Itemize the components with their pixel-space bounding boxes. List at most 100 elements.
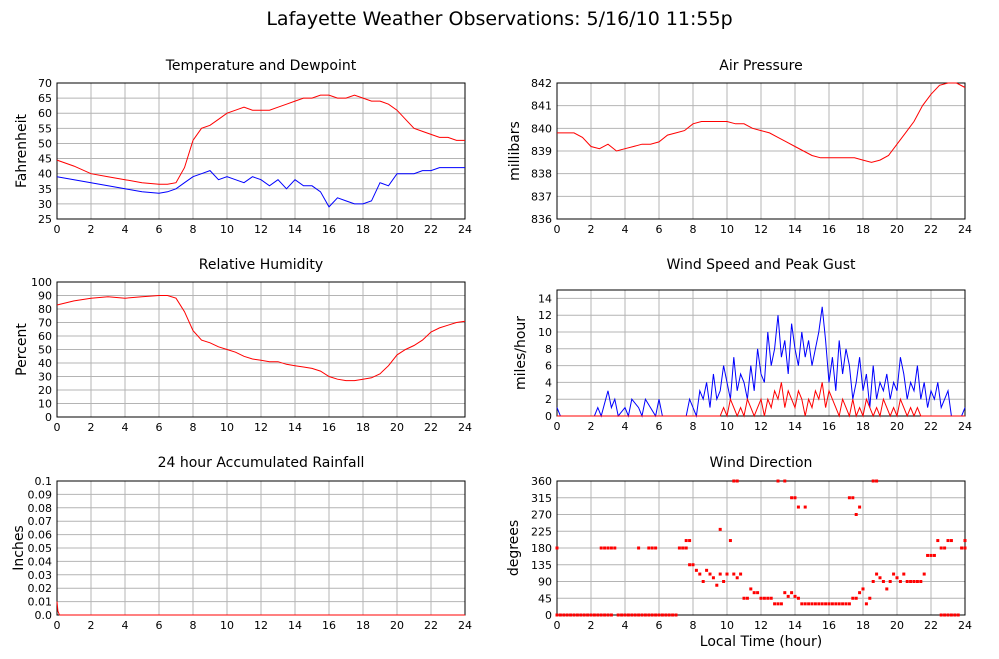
y-tick-label: 90 [38,290,52,303]
y-tick-label: 0.04 [28,555,53,568]
y-axis-label: Percent [14,323,30,376]
direction-point [647,613,651,617]
x-tick-label: 6 [156,223,163,236]
y-tick-label: 4 [545,376,552,389]
direction-point [589,613,593,617]
direction-point [878,576,882,580]
direction-point [864,602,868,606]
direction-point [684,546,688,550]
y-tick-label: 360 [531,475,552,488]
x-tick-label: 8 [690,420,697,433]
x-tick-label: 10 [220,223,234,236]
x-tick-label: 12 [254,619,268,632]
x-tick-label: 16 [822,420,836,433]
y-axis-label: miles/hour [513,316,529,390]
direction-point [603,546,607,550]
x-tick-label: 22 [924,619,938,632]
direction-point [943,546,947,550]
direction-point [909,580,913,583]
direction-point [705,568,709,572]
direction-point [871,479,875,483]
x-tick-label: 24 [958,420,972,433]
y-tick-label: 841 [531,100,552,113]
y-axis-label: Inches [11,525,27,570]
y-tick-label: 65 [38,92,52,105]
panel-title: Wind Speed and Peak Gust [667,257,856,273]
direction-point [803,505,807,509]
direction-point [732,479,736,483]
direction-point [688,539,692,543]
direction-point [847,496,851,500]
direction-point [752,591,756,595]
x-tick-label: 12 [754,223,768,236]
x-tick-label: 24 [458,223,472,236]
direction-point [616,613,620,617]
direction-point [776,479,780,483]
x-tick-label: 16 [822,619,836,632]
direction-point [800,602,804,606]
y-tick-label: 0.08 [28,502,53,515]
direction-point [895,576,899,580]
y-tick-label: 0.01 [28,596,53,609]
direction-point [640,613,644,617]
series-line-1 [557,382,965,418]
direction-point [565,613,569,617]
direction-point [677,546,681,550]
y-tick-label: 839 [531,145,552,158]
y-tick-label: 35 [38,183,52,196]
direction-point [946,539,950,543]
y-tick-label: 8 [545,343,552,356]
direction-point [902,572,906,576]
direction-point [613,546,617,550]
direction-point [664,613,668,617]
direction-point [684,539,688,543]
x-tick-label: 24 [458,421,472,434]
direction-point [871,580,875,583]
direction-point [953,613,957,617]
chart-main-title: Lafayette Weather Observations: 5/16/10 … [266,8,733,30]
y-tick-label: 180 [531,542,552,555]
direction-point [783,591,787,595]
y-tick-label: 0.1 [35,475,53,488]
series-line-0 [556,306,966,418]
direction-point [939,546,943,550]
direction-point [769,596,773,600]
y-tick-label: 0.0 [35,609,53,622]
direction-point [851,496,855,500]
y-tick-label: 840 [531,122,552,135]
y-tick-label: 0.05 [28,542,53,555]
y-tick-label: 2 [545,393,552,406]
x-tick-label: 16 [822,223,836,236]
x-tick-label: 8 [690,223,697,236]
direction-point [558,613,562,617]
direction-point [898,580,902,583]
x-tick-label: 0 [54,223,61,236]
y-tick-label: 14 [538,292,552,305]
direction-point [575,613,579,617]
x-tick-label: 10 [220,619,234,632]
y-tick-label: 315 [531,492,552,505]
direction-point [813,602,817,606]
direction-point [762,596,766,600]
direction-point [949,613,953,617]
x-tick-label: 8 [190,619,197,632]
series-line-1 [56,167,465,208]
y-axis-label: Fahrenheit [14,113,30,188]
x-tick-label: 6 [656,619,663,632]
direction-point [881,580,885,583]
direction-point [837,602,841,606]
direction-point [885,587,889,591]
direction-point [667,613,671,617]
direction-point [623,613,627,617]
x-tick-label: 14 [288,619,302,632]
x-tick-label: 18 [856,223,870,236]
direction-point [582,613,586,617]
x-tick-label: 6 [156,421,163,434]
y-tick-label: 0 [45,411,52,424]
direction-point [694,568,698,572]
direction-point [626,613,630,617]
direction-point [960,546,964,550]
direction-point [708,572,712,576]
direction-point [922,572,926,576]
